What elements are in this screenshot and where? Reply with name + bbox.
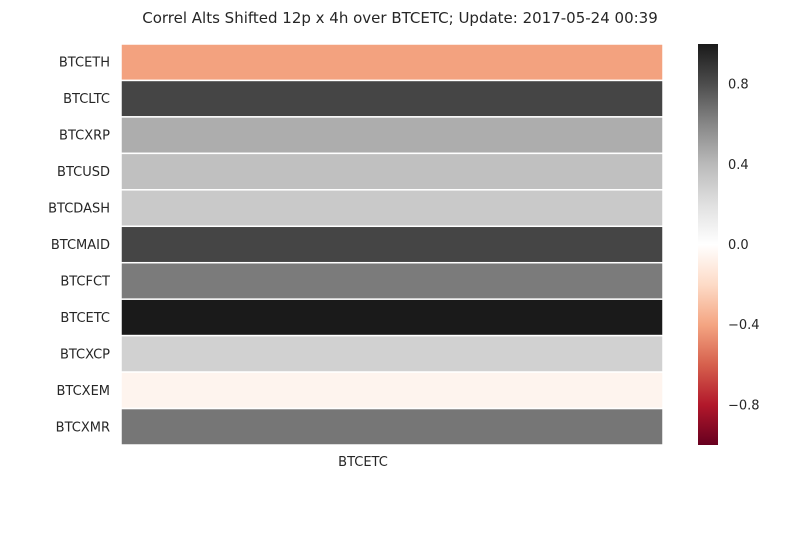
heatmap-cell (120, 371, 664, 410)
row-tick-label: BTCDASH (48, 202, 110, 217)
row-labels: BTCETH BTCLTC BTCXRP BTCUSD BTCDASH BTCMAID BT… (48, 56, 110, 436)
heatmap-cell (120, 298, 664, 337)
colorbar (698, 44, 718, 445)
heatmap-cell (120, 189, 664, 228)
heatmap-cell (120, 407, 664, 446)
heatmap-cell (120, 334, 664, 373)
row-tick-label: BTCLTC (63, 92, 110, 107)
heatmap-cell (120, 79, 664, 118)
heatmap-cell (120, 225, 664, 264)
row-tick-label: BTCXMR (56, 420, 110, 435)
column-tick-label: BTCETC (338, 455, 388, 470)
heatmap-cell (120, 43, 664, 82)
colorbar-tick-label: −0.8 (728, 398, 760, 413)
row-tick-label: BTCXCP (60, 347, 110, 362)
heatmap-cells (120, 43, 664, 446)
column-labels: BTCETC (338, 455, 388, 470)
row-tick-label: BTCMAID (51, 238, 110, 253)
colorbar-tick-label: 0.0 (728, 238, 749, 253)
row-tick-label: BTCXEM (56, 384, 110, 399)
row-tick-label: BTCETH (59, 56, 110, 71)
heatmap-cell (120, 152, 664, 191)
colorbar-tick-label: 0.8 (728, 78, 749, 93)
colorbar-ticks: 0.8 0.4 0.0 −0.4 −0.8 (728, 78, 760, 414)
row-tick-label: BTCXRP (59, 129, 110, 144)
row-tick-label: BTCETC (60, 311, 110, 326)
colorbar-tick-label: −0.4 (728, 318, 760, 333)
row-tick-label: BTCUSD (57, 165, 110, 180)
colorbar-tick-label: 0.4 (728, 158, 749, 173)
row-tick-label: BTCFCT (60, 274, 110, 289)
heatmap-cell (120, 261, 664, 300)
heatmap-cell (120, 116, 664, 155)
chart-title: Correl Alts Shifted 12p x 4h over BTCETC… (142, 9, 658, 27)
